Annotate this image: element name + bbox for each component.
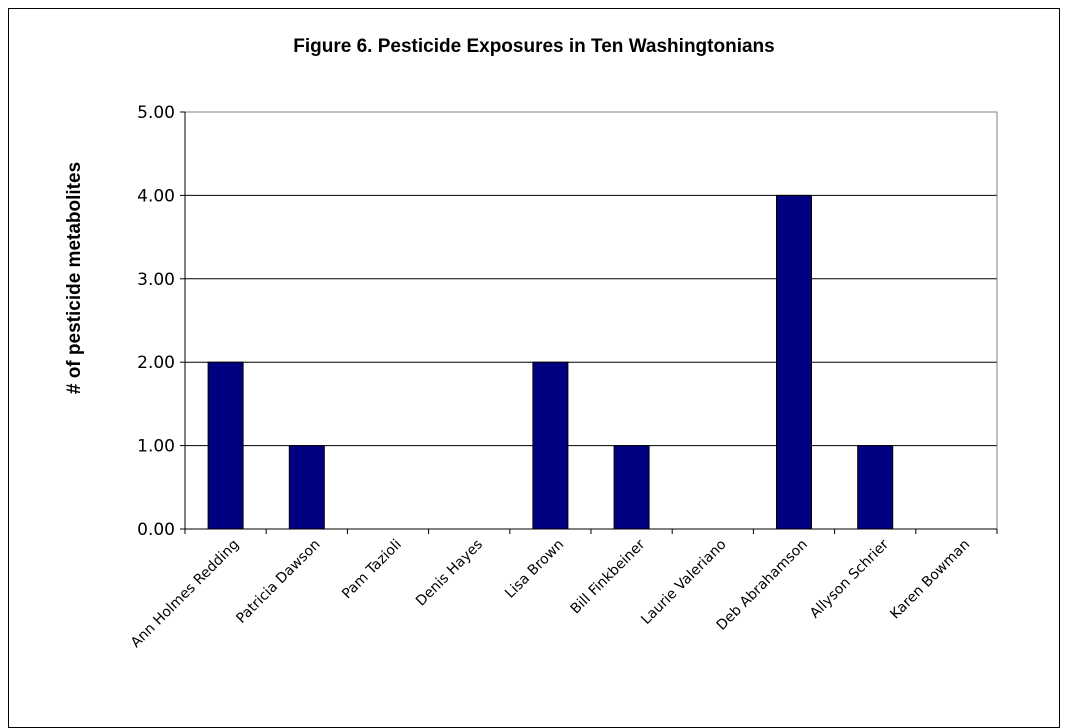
x-tick-label: Lisa Brown <box>502 537 567 602</box>
axes <box>180 111 998 534</box>
x-tick-label: Ann Holmes Redding <box>128 537 242 651</box>
x-tick-label: Denis Hayes <box>413 537 486 610</box>
y-tick-label: 2.00 <box>137 353 175 373</box>
bar <box>613 445 650 530</box>
x-tick-label: Patricia Dawson <box>233 537 323 627</box>
y-tick-label: 0.00 <box>137 520 175 540</box>
x-tick-label: Laurie Valeriano <box>638 537 729 628</box>
x-tick-label: Deb Abrahamson <box>714 537 811 634</box>
bar <box>288 445 325 530</box>
bar <box>532 361 569 530</box>
y-tick-label: 1.00 <box>137 437 175 457</box>
bar <box>207 361 244 530</box>
y-tick-label: 3.00 <box>137 270 175 290</box>
y-axis-label: # of pesticide metabolites <box>64 162 85 394</box>
gridlines <box>185 111 997 447</box>
bar <box>776 194 812 530</box>
bar <box>857 445 894 530</box>
y-tick-labels: 0.00 1.00 2.00 3.00 4.00 5.00 <box>137 103 175 540</box>
x-tick-label: Pam Tazioli <box>339 537 405 603</box>
x-tick-label: Allyson Schrier <box>807 536 892 621</box>
y-tick-label: 4.00 <box>137 186 175 206</box>
chart-title: Figure 6. Pesticide Exposures in Ten Was… <box>293 36 775 57</box>
x-tick-label: Bill Finkbeiner <box>568 536 649 617</box>
bars <box>207 194 894 530</box>
x-tick-label: Karen Bowman <box>887 537 973 623</box>
y-tick-label: 5.00 <box>137 103 175 123</box>
